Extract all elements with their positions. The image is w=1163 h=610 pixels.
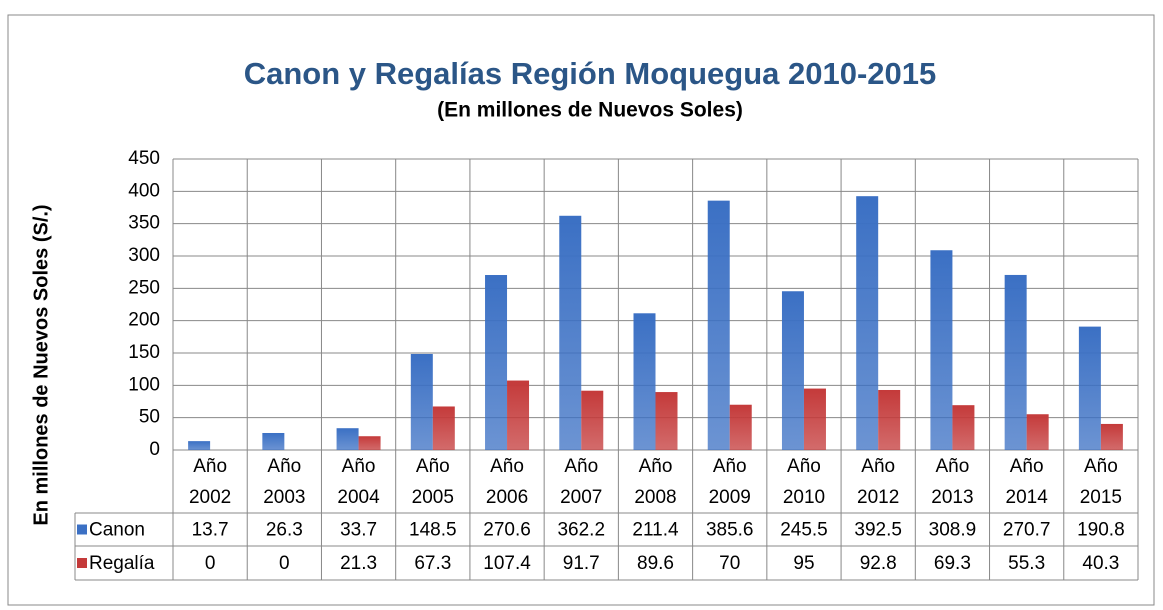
category-label: Año 2008 bbox=[618, 450, 692, 513]
bar bbox=[729, 404, 752, 450]
y-tick-label: 200 bbox=[128, 310, 160, 331]
bar bbox=[358, 436, 381, 450]
table-value: 70 bbox=[719, 553, 740, 574]
category-label: Año 2009 bbox=[693, 450, 767, 513]
bar bbox=[952, 405, 975, 450]
bar bbox=[930, 250, 953, 450]
legend-key bbox=[77, 524, 87, 535]
category-label: Año 2004 bbox=[321, 450, 395, 513]
table-value: 392.5 bbox=[854, 520, 902, 541]
table-value: 95 bbox=[793, 553, 814, 574]
category-text: Año 2006 bbox=[485, 455, 529, 508]
table-value: 0 bbox=[279, 553, 290, 574]
bar bbox=[707, 200, 730, 450]
table-value: 245.5 bbox=[780, 520, 828, 541]
category-text: Año 2005 bbox=[411, 455, 454, 508]
table-value: 362.2 bbox=[557, 520, 605, 541]
y-tick-label: 450 bbox=[128, 148, 160, 169]
category-text: Año 2014 bbox=[1005, 455, 1048, 508]
category-text: Año 2010 bbox=[782, 455, 826, 508]
table-value: 67.3 bbox=[414, 553, 451, 574]
bar bbox=[781, 291, 804, 450]
table-value: 55.3 bbox=[1008, 553, 1045, 574]
bar bbox=[655, 392, 678, 450]
category-text: Año 2009 bbox=[708, 455, 751, 508]
bar bbox=[1004, 274, 1027, 450]
bar bbox=[1026, 414, 1049, 450]
y-tick-label: 100 bbox=[128, 374, 160, 395]
table-value: 91.7 bbox=[563, 553, 600, 574]
table-value: 69.3 bbox=[934, 553, 971, 574]
bar bbox=[559, 215, 582, 450]
table-value: 211.4 bbox=[632, 520, 679, 541]
category-label: Año 2013 bbox=[915, 450, 989, 513]
y-tick-label: 350 bbox=[128, 213, 160, 234]
legend-label: Canon bbox=[89, 520, 145, 541]
table-value: 385.6 bbox=[706, 520, 754, 541]
category-text: Año 2015 bbox=[1079, 455, 1123, 508]
y-tick-label: 150 bbox=[128, 342, 160, 363]
bar bbox=[878, 389, 901, 450]
bar bbox=[1100, 423, 1123, 450]
category-label: Año 2012 bbox=[841, 450, 915, 513]
category-text: Año 2007 bbox=[560, 455, 603, 508]
category-text: Año 2002 bbox=[188, 455, 232, 508]
table-value: 0 bbox=[205, 553, 216, 574]
category-text: Año 2012 bbox=[857, 455, 900, 508]
y-tick-label: 50 bbox=[139, 407, 160, 428]
bar bbox=[633, 313, 656, 450]
category-label: Año 2002 bbox=[173, 450, 247, 513]
bar bbox=[856, 196, 879, 450]
category-label: Año 2010 bbox=[767, 450, 841, 513]
y-tick-label: 400 bbox=[128, 180, 160, 201]
bar bbox=[507, 380, 530, 450]
bar bbox=[188, 441, 211, 450]
table-value: 13.7 bbox=[192, 520, 229, 541]
table-value: 33.7 bbox=[340, 520, 377, 541]
category-label: Año 2014 bbox=[990, 450, 1064, 513]
table-value: 270.7 bbox=[1003, 520, 1051, 541]
chart-subtitle: (En millones de Nuevos Soles) bbox=[437, 99, 743, 122]
category-label: Año 2006 bbox=[470, 450, 544, 513]
bar bbox=[336, 428, 359, 450]
category-text: Año 2008 bbox=[634, 455, 677, 508]
bar bbox=[262, 432, 285, 450]
table-value: 92.8 bbox=[860, 553, 897, 574]
chart-title: Canon y Regalías Región Moquegua 2010-20… bbox=[244, 56, 937, 91]
bar bbox=[581, 390, 604, 450]
legend-key bbox=[77, 558, 87, 568]
bar bbox=[485, 275, 508, 450]
table-value: 107.4 bbox=[483, 553, 531, 574]
bar bbox=[432, 406, 455, 450]
category-text: Año 2013 bbox=[931, 455, 974, 508]
legend-label: Regalía bbox=[89, 553, 155, 574]
y-tick-label: 0 bbox=[149, 439, 160, 460]
category-text: Año 2003 bbox=[263, 455, 306, 508]
category-label: Año 2015 bbox=[1064, 450, 1138, 513]
bar bbox=[803, 388, 826, 450]
table-value: 190.8 bbox=[1077, 520, 1125, 541]
table-value: 308.9 bbox=[929, 520, 977, 541]
bar bbox=[1078, 326, 1101, 450]
category-label: Año 2003 bbox=[247, 450, 321, 513]
table-value: 26.3 bbox=[266, 520, 303, 541]
y-tick-label: 250 bbox=[128, 277, 160, 298]
bar bbox=[410, 353, 433, 450]
table-value: 270.6 bbox=[483, 520, 531, 541]
table-value: 40.3 bbox=[1082, 553, 1119, 574]
table-value: 89.6 bbox=[637, 553, 674, 574]
y-tick-label: 300 bbox=[128, 245, 160, 266]
category-text: Año 2004 bbox=[337, 455, 380, 508]
y-axis-label: En millones de Nuevos Soles (S/.) bbox=[30, 204, 52, 525]
category-label: Año 2007 bbox=[544, 450, 618, 513]
category-label: Año 2005 bbox=[396, 450, 470, 513]
table-value: 21.3 bbox=[340, 553, 377, 574]
table-value: 148.5 bbox=[409, 520, 457, 541]
